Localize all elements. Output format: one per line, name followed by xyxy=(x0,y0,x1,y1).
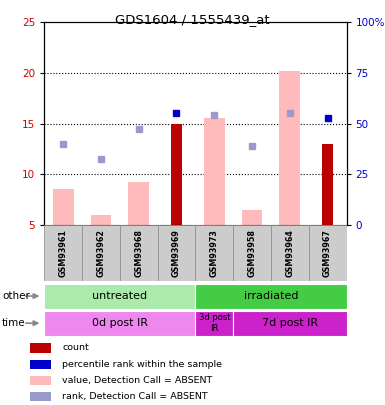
Text: GSM93968: GSM93968 xyxy=(134,229,143,277)
Bar xyxy=(157,225,195,281)
Text: GSM93964: GSM93964 xyxy=(285,229,295,277)
Bar xyxy=(44,225,82,281)
Text: untreated: untreated xyxy=(92,291,147,301)
Text: GSM93962: GSM93962 xyxy=(96,229,105,277)
Bar xyxy=(322,144,333,225)
Bar xyxy=(204,119,225,225)
Text: time: time xyxy=(2,318,25,328)
Bar xyxy=(242,210,263,225)
Bar xyxy=(30,360,52,369)
Bar xyxy=(44,311,196,336)
Text: GSM93969: GSM93969 xyxy=(172,229,181,277)
Bar xyxy=(233,311,346,336)
Bar xyxy=(44,284,196,309)
Text: GSM93967: GSM93967 xyxy=(323,229,332,277)
Bar xyxy=(196,284,346,309)
Bar xyxy=(120,225,157,281)
Text: GDS1604 / 1555439_at: GDS1604 / 1555439_at xyxy=(115,13,270,26)
Text: 7d post IR: 7d post IR xyxy=(262,318,318,328)
Text: GSM93961: GSM93961 xyxy=(59,229,68,277)
Text: irradiated: irradiated xyxy=(244,291,298,301)
Bar xyxy=(196,311,233,336)
Bar xyxy=(233,225,271,281)
Bar xyxy=(271,225,309,281)
Bar xyxy=(280,71,300,225)
Bar xyxy=(90,215,111,225)
Bar xyxy=(82,225,120,281)
Text: count: count xyxy=(62,343,89,352)
Bar xyxy=(30,343,52,352)
Bar xyxy=(30,392,52,401)
Text: rank, Detection Call = ABSENT: rank, Detection Call = ABSENT xyxy=(62,392,208,401)
Text: GSM93973: GSM93973 xyxy=(210,229,219,277)
Text: percentile rank within the sample: percentile rank within the sample xyxy=(62,360,222,369)
Bar xyxy=(196,225,233,281)
Text: 3d post
IR: 3d post IR xyxy=(199,313,230,333)
Text: 0d post IR: 0d post IR xyxy=(92,318,148,328)
Text: value, Detection Call = ABSENT: value, Detection Call = ABSENT xyxy=(62,376,212,385)
Text: GSM93958: GSM93958 xyxy=(248,229,256,277)
Text: other: other xyxy=(2,291,30,301)
Bar xyxy=(53,189,74,225)
Bar xyxy=(30,376,52,385)
Bar xyxy=(309,225,346,281)
Bar xyxy=(128,182,149,225)
Bar xyxy=(171,124,182,225)
